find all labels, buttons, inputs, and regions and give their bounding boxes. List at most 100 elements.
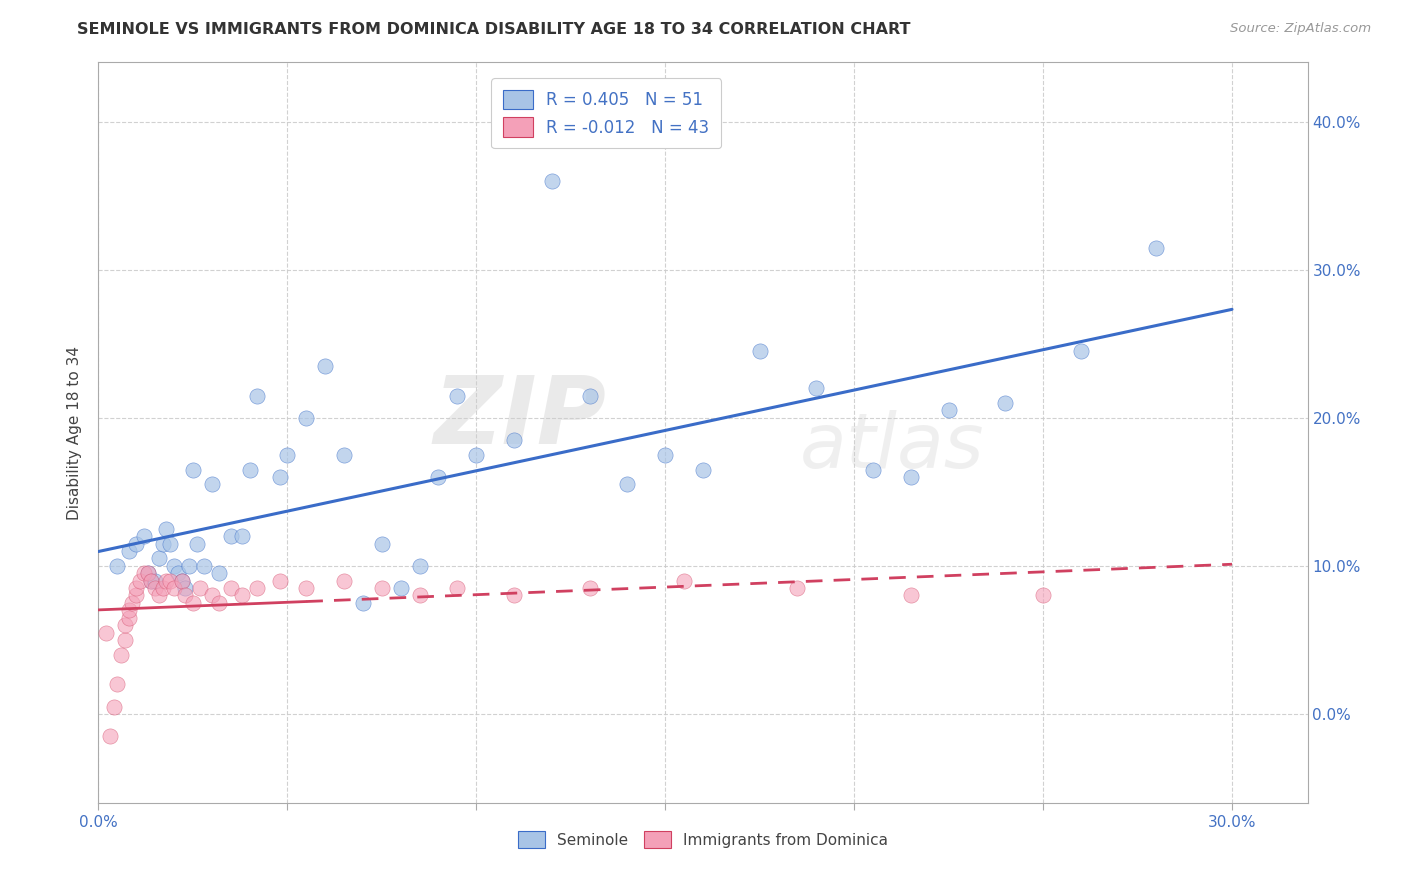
Point — [654, 448, 676, 462]
Point — [103, 699, 125, 714]
Point — [1146, 240, 1168, 255]
Point — [159, 574, 181, 588]
Point — [170, 574, 193, 588]
Text: Source: ZipAtlas.com: Source: ZipAtlas.com — [1230, 22, 1371, 36]
Point — [295, 410, 318, 425]
Point — [163, 581, 186, 595]
Point — [269, 574, 291, 588]
Point — [186, 536, 208, 550]
Point — [174, 589, 197, 603]
Point — [219, 529, 242, 543]
Point — [181, 462, 204, 476]
Point — [446, 389, 468, 403]
Point — [371, 581, 394, 595]
Point — [333, 448, 356, 462]
Text: ZIP: ZIP — [433, 372, 606, 464]
Point — [1032, 589, 1054, 603]
Point — [141, 574, 163, 588]
Point — [692, 462, 714, 476]
Legend: Seminole, Immigrants from Dominica: Seminole, Immigrants from Dominica — [512, 824, 894, 855]
Point — [118, 544, 141, 558]
Point — [98, 729, 121, 743]
Point — [163, 558, 186, 573]
Text: atlas: atlas — [800, 410, 984, 484]
Point — [121, 596, 143, 610]
Point — [239, 462, 262, 476]
Point — [143, 581, 166, 595]
Point — [389, 581, 412, 595]
Point — [333, 574, 356, 588]
Point — [152, 536, 174, 550]
Point — [208, 566, 231, 581]
Point — [118, 610, 141, 624]
Point — [352, 596, 374, 610]
Point — [219, 581, 242, 595]
Point — [148, 551, 170, 566]
Point — [540, 174, 562, 188]
Point — [190, 581, 212, 595]
Point — [136, 566, 159, 581]
Point — [446, 581, 468, 595]
Point — [748, 344, 770, 359]
Point — [132, 529, 155, 543]
Point — [371, 536, 394, 550]
Point — [578, 581, 600, 595]
Point — [276, 448, 298, 462]
Point — [408, 558, 430, 573]
Point — [155, 522, 177, 536]
Point — [246, 581, 269, 595]
Point — [105, 558, 128, 573]
Point — [193, 558, 215, 573]
Point — [141, 574, 163, 588]
Point — [862, 462, 884, 476]
Point — [578, 389, 600, 403]
Point — [132, 566, 155, 581]
Point — [786, 581, 808, 595]
Point — [174, 581, 197, 595]
Point — [159, 536, 181, 550]
Point — [179, 558, 201, 573]
Point — [125, 536, 148, 550]
Point — [231, 529, 253, 543]
Point — [143, 574, 166, 588]
Point — [465, 448, 488, 462]
Point — [673, 574, 696, 588]
Point — [503, 589, 526, 603]
Point — [201, 477, 224, 491]
Point — [94, 625, 117, 640]
Point — [295, 581, 318, 595]
Point — [208, 596, 231, 610]
Point — [110, 648, 132, 662]
Point — [314, 359, 336, 373]
Point — [114, 618, 136, 632]
Point — [994, 396, 1017, 410]
Point — [1070, 344, 1092, 359]
Point — [806, 381, 828, 395]
Point — [408, 589, 430, 603]
Point — [105, 677, 128, 691]
Point — [900, 470, 922, 484]
Point — [148, 589, 170, 603]
Point — [129, 574, 152, 588]
Point — [170, 574, 193, 588]
Point — [616, 477, 638, 491]
Point — [125, 589, 148, 603]
Point — [114, 632, 136, 647]
Point — [900, 589, 922, 603]
Point — [125, 581, 148, 595]
Point — [136, 566, 159, 581]
Point — [155, 574, 177, 588]
Point — [246, 389, 269, 403]
Point — [181, 596, 204, 610]
Point — [427, 470, 450, 484]
Point — [269, 470, 291, 484]
Point — [503, 433, 526, 447]
Text: SEMINOLE VS IMMIGRANTS FROM DOMINICA DISABILITY AGE 18 TO 34 CORRELATION CHART: SEMINOLE VS IMMIGRANTS FROM DOMINICA DIS… — [77, 22, 911, 37]
Point — [118, 603, 141, 617]
Point — [201, 589, 224, 603]
Point — [166, 566, 188, 581]
Point — [152, 581, 174, 595]
Y-axis label: Disability Age 18 to 34: Disability Age 18 to 34 — [67, 345, 83, 520]
Point — [938, 403, 960, 417]
Point — [231, 589, 253, 603]
